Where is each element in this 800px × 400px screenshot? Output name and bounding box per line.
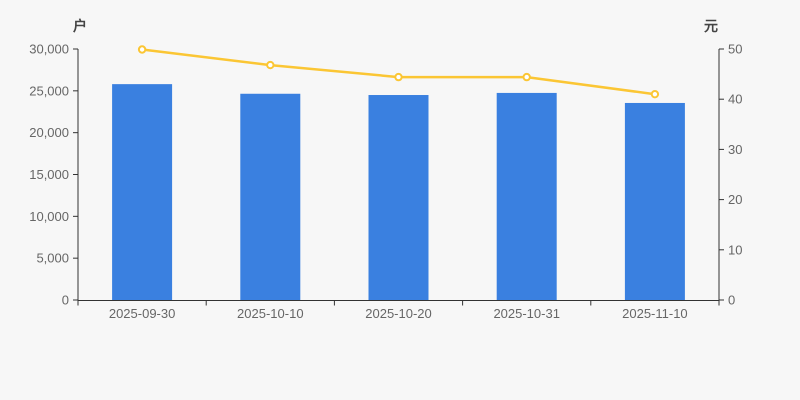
- right-axis-tick-label: 30: [728, 142, 742, 157]
- x-axis-category-label: 2025-09-30: [109, 306, 176, 321]
- bar: [240, 93, 301, 301]
- left-axis-tick-label: 20,000: [29, 125, 69, 140]
- line-marker: [266, 60, 275, 70]
- right-axis-tick-label: 0: [728, 293, 735, 308]
- bar: [496, 92, 557, 300]
- x-axis-category-label: 2025-10-20: [365, 306, 432, 321]
- line-marker: [650, 89, 660, 99]
- bar: [368, 95, 429, 301]
- left-axis-unit-label: 户: [73, 18, 87, 34]
- x-axis-category-label: 2025-10-31: [493, 306, 560, 321]
- left-axis-tick-label: 15,000: [29, 167, 69, 182]
- right-axis-tick-label: 10: [728, 242, 742, 257]
- bar: [624, 102, 685, 300]
- left-axis-tick-label: 30,000: [29, 42, 69, 57]
- bar: [112, 84, 173, 300]
- line-marker: [394, 72, 403, 82]
- right-axis-unit-label: 元: [704, 18, 718, 34]
- line-marker: [137, 45, 147, 54]
- line-marker: [522, 72, 531, 82]
- left-axis-tick-label: 10,000: [29, 209, 69, 224]
- line-series: [140, 48, 657, 96]
- right-axis-tick-label: 50: [728, 42, 742, 57]
- x-axis-category-label: 2025-10-10: [237, 306, 304, 321]
- x-axis-category-label: 2025-11-10: [622, 306, 688, 321]
- left-axis-tick-label: 5,000: [36, 251, 69, 266]
- right-axis-tick-label: 40: [728, 92, 742, 107]
- right-axis-tick-label: 20: [728, 192, 742, 207]
- left-axis-tick-label: 25,000: [29, 83, 69, 98]
- left-axis-tick-label: 0: [62, 293, 69, 308]
